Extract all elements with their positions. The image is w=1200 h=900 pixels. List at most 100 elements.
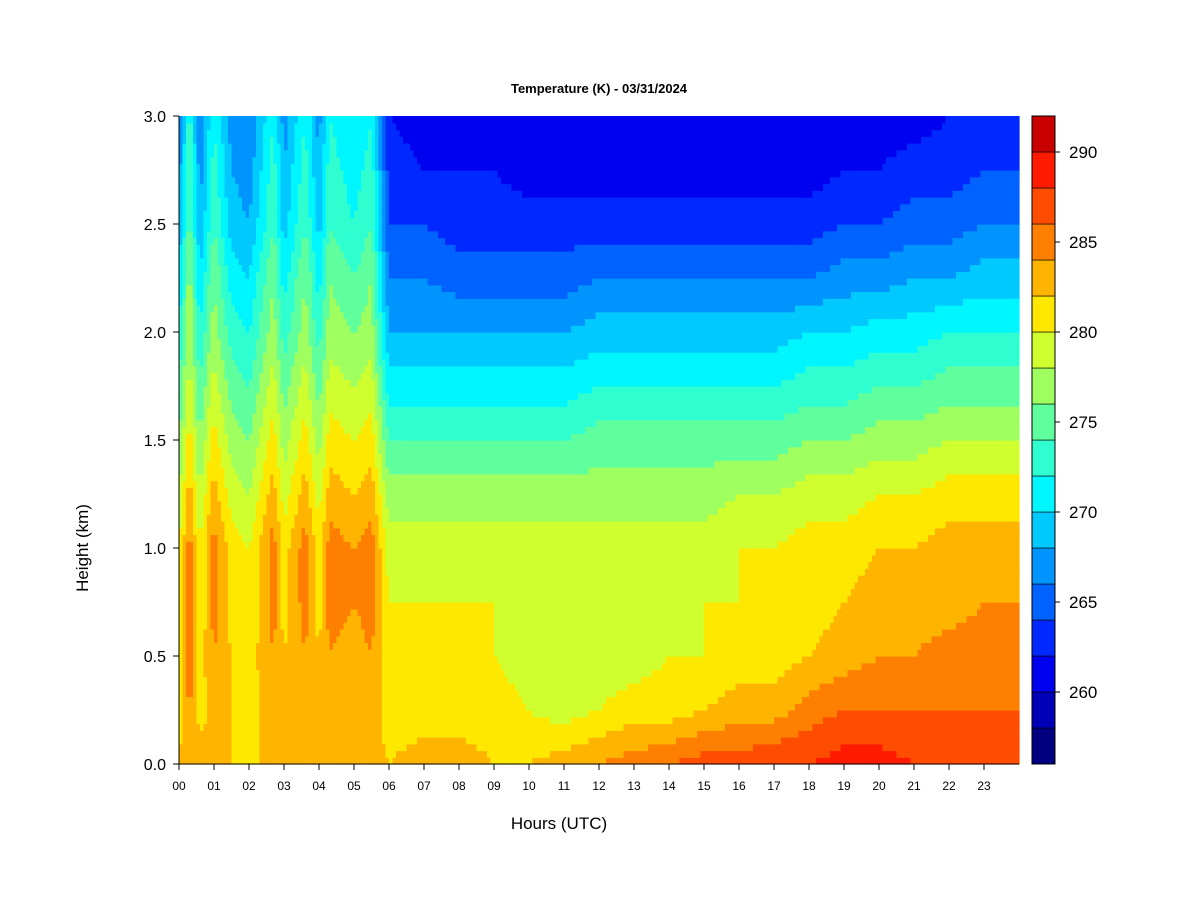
heatmap-cell xyxy=(183,751,187,758)
heatmap-cell xyxy=(218,258,222,265)
heatmap-cell xyxy=(197,690,201,697)
heatmap-cell xyxy=(312,670,316,677)
heatmap-cell xyxy=(358,737,362,744)
heatmap-cell xyxy=(197,697,201,704)
heatmap-cell xyxy=(228,514,232,521)
heatmap-cell xyxy=(186,123,190,130)
heatmap-cell xyxy=(190,197,194,204)
heatmap-cell xyxy=(207,616,211,623)
heatmap-cell xyxy=(323,271,327,278)
heatmap-cell xyxy=(312,595,316,602)
heatmap-cell xyxy=(302,751,306,758)
heatmap-cell xyxy=(284,616,288,623)
heatmap-cell xyxy=(305,224,309,231)
heatmap-cell xyxy=(347,663,351,670)
heatmap-cell xyxy=(312,744,316,751)
heatmap-cell xyxy=(295,481,299,488)
heatmap-cell xyxy=(288,346,292,353)
heatmap-cell xyxy=(249,224,253,231)
heatmap-cell xyxy=(232,163,236,170)
heatmap-cell xyxy=(214,690,218,697)
heatmap-cell xyxy=(253,265,257,272)
heatmap-cell xyxy=(263,170,267,177)
heatmap-cell xyxy=(351,602,355,609)
heatmap-cell xyxy=(207,116,211,123)
heatmap-cell xyxy=(193,629,197,636)
heatmap-cell xyxy=(358,454,362,461)
heatmap-cell xyxy=(246,163,250,170)
heatmap-cell xyxy=(249,481,253,488)
heatmap-cell xyxy=(267,636,271,643)
heatmap-cell xyxy=(190,177,194,184)
heatmap-cell xyxy=(204,244,208,251)
heatmap-cell xyxy=(190,629,194,636)
heatmap-cell xyxy=(309,406,313,413)
heatmap-cell xyxy=(340,285,344,292)
heatmap-cell xyxy=(204,305,208,312)
heatmap-cell xyxy=(309,643,313,650)
heatmap-cell xyxy=(211,130,215,137)
heatmap-cell xyxy=(218,703,222,710)
heatmap-cell xyxy=(179,433,183,440)
heatmap-cell xyxy=(309,562,313,569)
heatmap-cell xyxy=(204,292,208,299)
heatmap-cell xyxy=(354,217,358,224)
heatmap-cell xyxy=(288,629,292,636)
heatmap-cell xyxy=(337,359,341,366)
heatmap-cell xyxy=(316,649,320,656)
heatmap-cell xyxy=(179,116,183,123)
heatmap-cell xyxy=(200,231,204,238)
heatmap-cell xyxy=(214,136,218,143)
heatmap-cell xyxy=(246,751,250,758)
heatmap-cell xyxy=(207,514,211,521)
heatmap-cell xyxy=(260,629,264,636)
heatmap-cell xyxy=(190,643,194,650)
heatmap-cell xyxy=(190,710,194,717)
heatmap-cell xyxy=(309,508,313,515)
heatmap-cell xyxy=(323,197,327,204)
heatmap-cell xyxy=(309,190,313,197)
heatmap-cell xyxy=(186,244,190,251)
heatmap-cell xyxy=(277,359,281,366)
heatmap-cell xyxy=(235,454,239,461)
heatmap-cell xyxy=(312,319,316,326)
heatmap-cell xyxy=(302,521,306,528)
heatmap-cell xyxy=(200,535,204,542)
heatmap-cell xyxy=(242,541,246,548)
heatmap-cell xyxy=(302,514,306,521)
heatmap-cell xyxy=(274,298,278,305)
heatmap-cell xyxy=(277,440,281,447)
heatmap-cell xyxy=(200,319,204,326)
heatmap-cell xyxy=(253,609,257,616)
heatmap-cell xyxy=(214,447,218,454)
heatmap-cell xyxy=(256,676,260,683)
heatmap-cell xyxy=(312,244,316,251)
heatmap-cell xyxy=(193,244,197,251)
heatmap-cell xyxy=(242,406,246,413)
heatmap-cell xyxy=(246,386,250,393)
heatmap-cell xyxy=(193,217,197,224)
heatmap-cell xyxy=(225,130,229,137)
heatmap-cell xyxy=(351,359,355,366)
heatmap-cell xyxy=(337,163,341,170)
heatmap-cell xyxy=(246,170,250,177)
heatmap-cell xyxy=(323,157,327,164)
heatmap-cell xyxy=(228,609,232,616)
heatmap-cell xyxy=(239,190,243,197)
heatmap-cell xyxy=(242,325,246,332)
heatmap-cell xyxy=(235,359,239,366)
heatmap-cell xyxy=(354,649,358,656)
heatmap-cell xyxy=(333,582,337,589)
heatmap-cell xyxy=(281,622,285,629)
heatmap-cell xyxy=(197,190,201,197)
heatmap-cell xyxy=(337,251,341,258)
heatmap-cell xyxy=(246,582,250,589)
heatmap-cell xyxy=(281,346,285,353)
heatmap-cell xyxy=(263,123,267,130)
heatmap-cell xyxy=(214,454,218,461)
heatmap-cell xyxy=(214,305,218,312)
heatmap-cell xyxy=(305,622,309,629)
heatmap-cell xyxy=(291,170,295,177)
heatmap-cell xyxy=(218,440,222,447)
heatmap-cell xyxy=(344,447,348,454)
